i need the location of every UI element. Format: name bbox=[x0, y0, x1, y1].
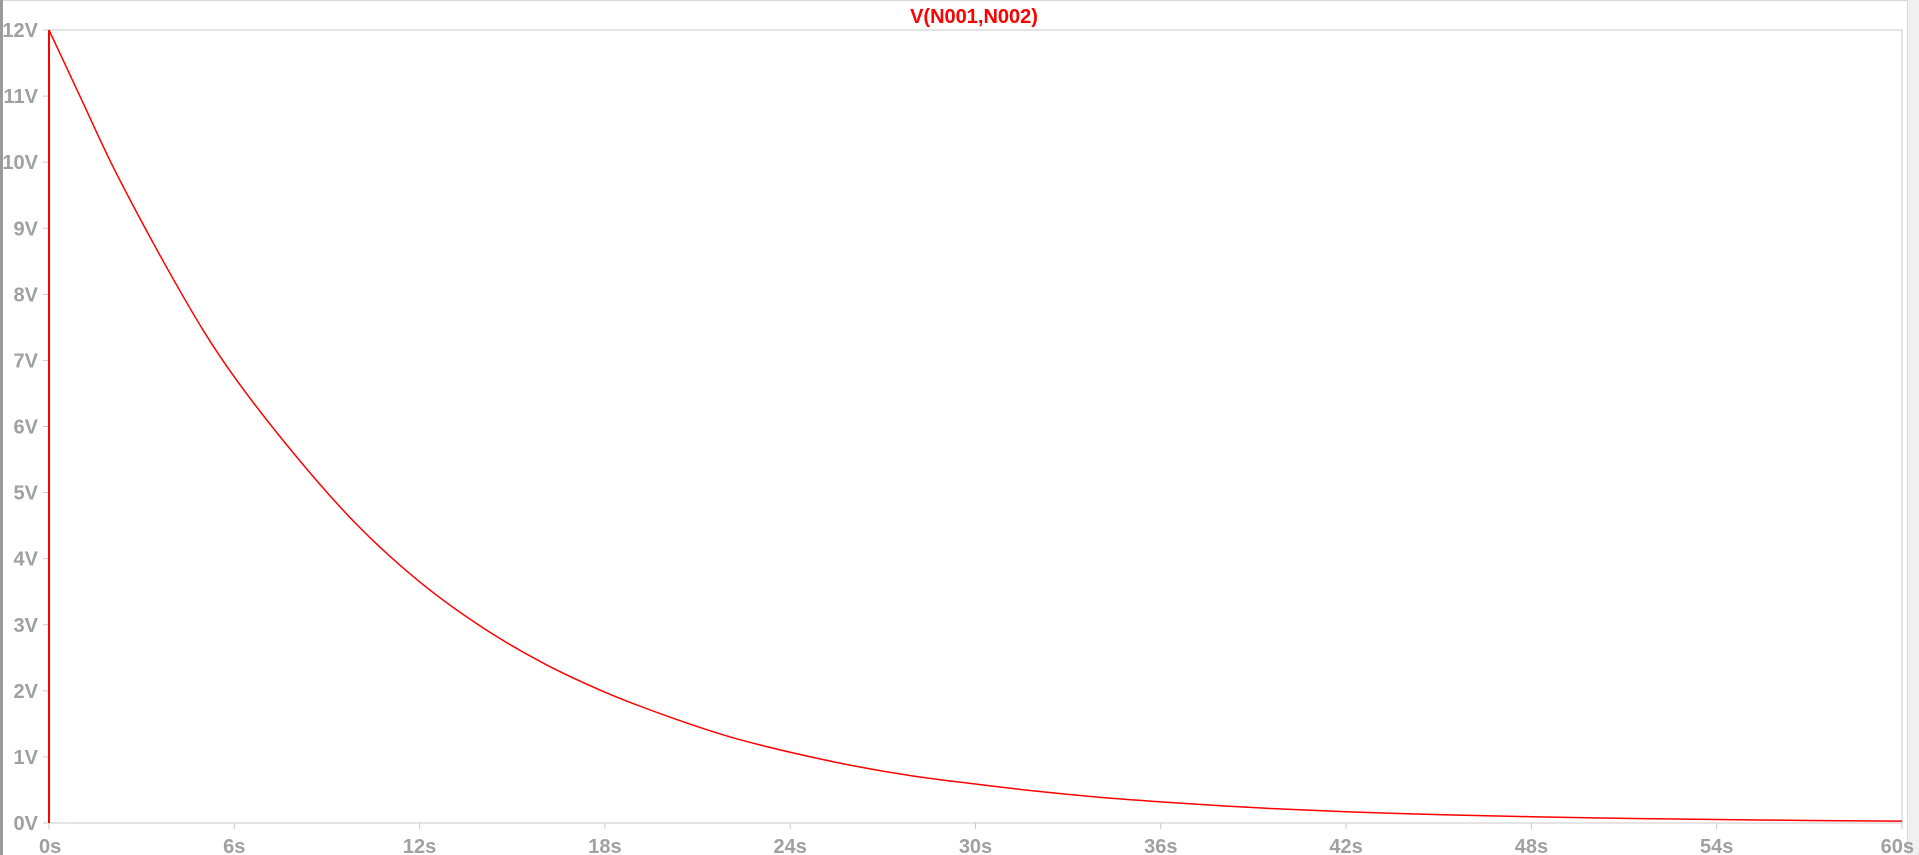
x-tick-label: 18s bbox=[588, 836, 621, 855]
vertical-scrollbar[interactable] bbox=[1907, 0, 1919, 855]
x-tick-label: 60s bbox=[1881, 836, 1914, 855]
y-tick-label: 1V bbox=[14, 747, 39, 769]
trace-v-n001-n002[interactable] bbox=[48, 29, 1903, 822]
x-tick-label: 12s bbox=[403, 836, 436, 855]
x-tick-label: 24s bbox=[774, 836, 807, 855]
x-tick-label: 0s bbox=[39, 836, 61, 855]
y-tick-label: 11V bbox=[4, 86, 39, 108]
y-tick-label: 10V bbox=[2, 152, 38, 174]
x-axis-ticks: 0s 6s 12s 18s 24s 30s 36s 42s 48s 54s 60s bbox=[39, 823, 1914, 855]
y-tick-label: 12V bbox=[2, 20, 38, 42]
trace-title[interactable]: V(N001,N002) bbox=[910, 6, 1038, 28]
window-top-border bbox=[3, 0, 1919, 1]
x-tick-label: 30s bbox=[959, 836, 992, 855]
x-tick-label: 48s bbox=[1515, 836, 1548, 855]
y-tick-label: 7V bbox=[14, 350, 39, 372]
x-tick-label: 36s bbox=[1144, 836, 1177, 855]
x-tick-label: 6s bbox=[223, 836, 245, 855]
y-tick-label: 2V bbox=[14, 681, 39, 703]
y-tick-label: 6V bbox=[14, 417, 39, 439]
y-tick-label: 8V bbox=[14, 284, 39, 306]
y-tick-label: 5V bbox=[14, 483, 39, 505]
x-tick-label: 42s bbox=[1329, 836, 1362, 855]
y-axis-ticks: 0V 1V 2V 3V 4V 5V 6V 7V 8V 9V 10V 11V 12V bbox=[2, 20, 49, 835]
y-tick-label: 9V bbox=[14, 218, 39, 240]
x-tick-label: 54s bbox=[1700, 836, 1733, 855]
y-tick-label: 0V bbox=[14, 813, 39, 835]
window-left-border bbox=[0, 0, 3, 855]
y-tick-label: 4V bbox=[14, 549, 39, 571]
y-tick-label: 3V bbox=[14, 615, 39, 637]
plot-frame bbox=[48, 29, 1903, 824]
